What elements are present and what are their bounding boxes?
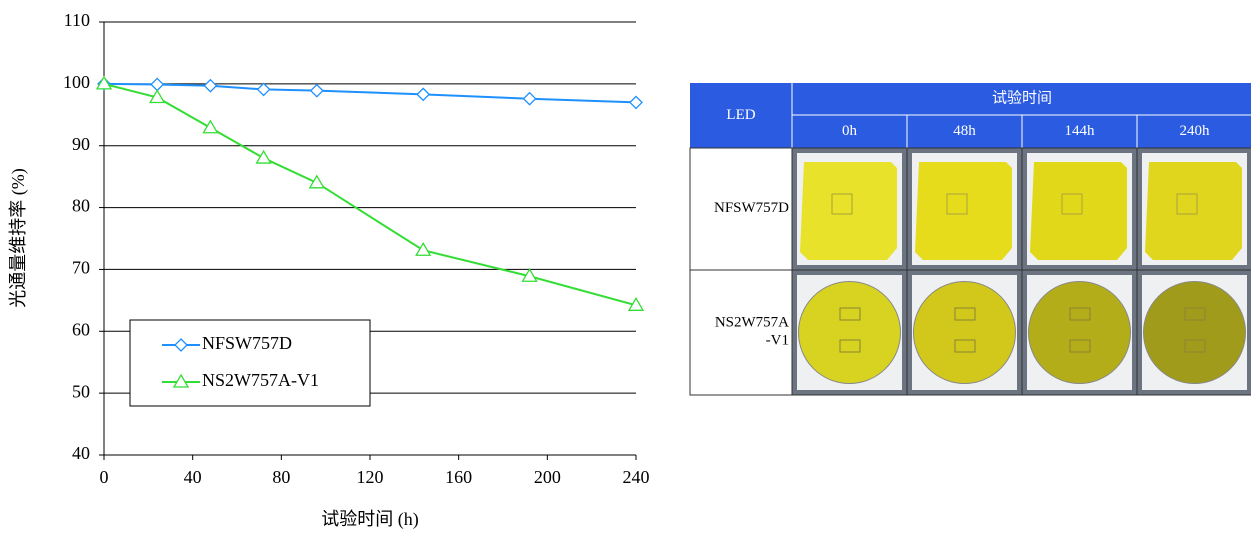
x-axis-label: 试验时间 (h): [321, 509, 419, 530]
triangle-marker: [203, 121, 217, 133]
photo-phosphor: [914, 282, 1016, 384]
x-tick-label: 120: [357, 467, 384, 487]
x-tick-label: 200: [534, 467, 561, 487]
diamond-marker: [524, 93, 536, 105]
photo-phosphor: [1029, 282, 1131, 384]
y-tick-label: 80: [72, 196, 90, 216]
legend-label: NS2W757A-V1: [202, 370, 319, 390]
x-tick-label: 40: [184, 467, 202, 487]
diamond-marker: [630, 96, 642, 108]
photo-phosphor: [1144, 282, 1246, 384]
y-tick-label: 100: [63, 72, 90, 92]
x-tick-label: 160: [445, 467, 472, 487]
legend-label: NFSW757D: [202, 333, 292, 353]
y-tick-label: 90: [72, 134, 90, 154]
photo-phosphor: [915, 162, 1012, 260]
photo-phosphor: [800, 162, 897, 260]
y-tick-label: 110: [64, 10, 90, 30]
x-tick-label: 240: [623, 467, 650, 487]
photo-phosphor: [1030, 162, 1127, 260]
series-line: [104, 84, 636, 305]
series-line: [104, 84, 636, 103]
photo-phosphor: [799, 282, 901, 384]
diamond-marker: [258, 83, 270, 95]
time-label: 240h: [1180, 123, 1211, 139]
x-tick-label: 0: [100, 467, 109, 487]
triangle-marker: [257, 151, 271, 163]
page: 试验时间 (h) 光通量维持率 (%) 40506070809010011004…: [0, 0, 1251, 531]
time-label: 48h: [953, 123, 976, 139]
x-tick-label: 80: [272, 467, 290, 487]
y-axis-label: 光通量维持率 (%): [8, 168, 29, 307]
time-label: 144h: [1065, 123, 1096, 139]
triangle-marker: [310, 176, 324, 188]
y-tick-label: 40: [72, 443, 90, 463]
diamond-marker: [417, 88, 429, 100]
row-label: NFSW757D: [714, 200, 789, 216]
group-label: 试验时间: [992, 89, 1052, 106]
diamond-marker: [204, 80, 216, 92]
diamond-marker: [311, 85, 323, 97]
y-tick-label: 50: [72, 381, 90, 401]
corner-label: LED: [726, 107, 755, 123]
photo-phosphor: [1145, 162, 1242, 260]
y-tick-label: 60: [72, 319, 90, 339]
triangle-marker: [416, 243, 430, 255]
diamond-marker: [151, 78, 163, 90]
y-tick-label: 70: [72, 258, 90, 278]
time-label: 0h: [842, 123, 858, 139]
